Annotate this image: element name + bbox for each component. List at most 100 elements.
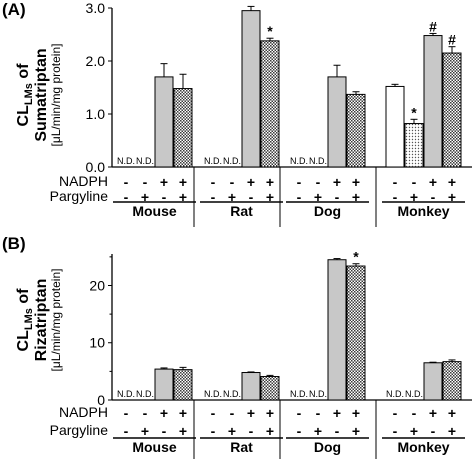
bar: [241, 372, 261, 401]
species-label: Mouse: [132, 203, 177, 219]
nadph-sign: -: [316, 174, 321, 190]
pargyline-sign: +: [410, 189, 418, 205]
nadph-sign: +: [333, 405, 341, 421]
pargyline-sign: -: [393, 189, 398, 205]
nadph-sign: -: [230, 405, 235, 421]
species-label: Rat: [230, 439, 253, 455]
bar: [423, 362, 443, 401]
pargyline-sign: +: [410, 423, 418, 439]
bar: [241, 10, 261, 168]
pargyline-sign: -: [335, 423, 340, 439]
panel-a-plot: 0.01.02.03.0N.D. N.D. N.D. N.D.*N.D. N.D.*##…: [50, 0, 472, 227]
nadph-sign: +: [333, 174, 341, 190]
nadph-sign: -: [393, 174, 398, 190]
panel-a-ylabel-drug: Sumatriptan: [33, 48, 50, 141]
pargyline-sign: -: [162, 423, 167, 439]
bar: [442, 361, 462, 401]
species-label: Monkey: [397, 439, 449, 455]
pargyline-sign: -: [393, 423, 398, 439]
nadph-sign: +: [179, 405, 187, 421]
nadph-sign: -: [297, 405, 302, 421]
significance-label: #: [448, 32, 456, 48]
significance-label: *: [353, 249, 359, 265]
bar: [260, 40, 280, 168]
nadph-sign: +: [160, 174, 168, 190]
nadph-sign: +: [448, 174, 456, 190]
pargyline-sign: -: [211, 189, 216, 205]
pargyline-sign: -: [297, 189, 302, 205]
row-label-pargyline: Pargyline: [50, 188, 109, 204]
nadph-sign: -: [393, 405, 398, 421]
pargyline-sign: +: [228, 189, 236, 205]
species-label: Mouse: [132, 439, 177, 455]
nadph-sign: +: [179, 174, 187, 190]
pargyline-sign: +: [179, 423, 187, 439]
bar: [385, 85, 405, 168]
nadph-sign: +: [352, 405, 360, 421]
nadph-sign: +: [247, 174, 255, 190]
pargyline-sign: +: [314, 189, 322, 205]
nd-label: N.D.: [204, 156, 222, 166]
row-label-nadph: NADPH: [59, 404, 108, 420]
panel-b-ylabel-of: of: [15, 288, 32, 308]
nd-label: N.D.: [290, 156, 308, 166]
nd-label: N.D.: [290, 389, 308, 399]
nd-label: N.D.: [386, 389, 404, 399]
nd-label: N.D.: [405, 389, 423, 399]
panel-a-ylabel-unit: [μL/min/mg protein]: [49, 44, 63, 147]
pargyline-sign: -: [335, 189, 340, 205]
species-label: Monkey: [397, 203, 449, 219]
nadph-sign: -: [211, 174, 216, 190]
row-label-nadph: NADPH: [59, 173, 108, 189]
nd-label: N.D.: [309, 156, 327, 166]
bar: [327, 76, 347, 168]
panel-a-label: (A): [2, 0, 26, 19]
nd-label: N.D.: [223, 156, 241, 166]
panel-b-ylabel-drug: Rizatriptan: [33, 279, 50, 362]
pargyline-sign: +: [448, 423, 456, 439]
panel-a: (A) CLLMs of Sumatriptan [μL/min/mg prot…: [2, 0, 472, 227]
bar: [154, 368, 174, 401]
svg-text:CLLMs of: CLLMs of: [15, 288, 35, 352]
nadph-sign: +: [160, 405, 168, 421]
nd-label: N.D.: [136, 389, 154, 399]
pargyline-sign: -: [249, 423, 254, 439]
significance-label: *: [411, 104, 417, 120]
panel-a-ylabel-of: of: [15, 63, 32, 83]
pargyline-sign: +: [448, 189, 456, 205]
bar: [346, 93, 366, 168]
pargyline-sign: +: [266, 189, 274, 205]
panel-a-y-title: CLLMs of Sumatriptan [μL/min/mg protein]: [15, 44, 63, 147]
bar: [404, 123, 424, 168]
bar: [346, 265, 366, 401]
panel-b-label: (B): [2, 234, 26, 253]
bar: [423, 35, 443, 168]
nd-label: N.D.: [117, 156, 135, 166]
nadph-sign: -: [230, 174, 235, 190]
nadph-sign: -: [211, 405, 216, 421]
bar: [173, 88, 193, 168]
pargyline-sign: +: [179, 189, 187, 205]
pargyline-sign: -: [249, 189, 254, 205]
species-label: Dog: [314, 439, 341, 455]
y-tick-label: 2.0: [86, 53, 106, 69]
bar: [173, 369, 193, 401]
pargyline-sign: +: [266, 423, 274, 439]
pargyline-sign: +: [228, 423, 236, 439]
nadph-sign: -: [297, 174, 302, 190]
nd-label: N.D.: [117, 389, 135, 399]
pargyline-sign: -: [124, 423, 129, 439]
pargyline-sign: +: [352, 189, 360, 205]
y-tick-label: 1.0: [86, 106, 106, 122]
bar: [442, 52, 462, 168]
panel-b-y-title: CLLMs of Rizatriptan [μL/min/mg protein]: [15, 269, 63, 372]
pargyline-sign: -: [431, 189, 436, 205]
nadph-sign: -: [124, 405, 129, 421]
bar: [327, 259, 347, 401]
significance-label: #: [429, 18, 437, 34]
nadph-sign: -: [143, 174, 148, 190]
nadph-sign: -: [124, 174, 129, 190]
nadph-sign: +: [448, 405, 456, 421]
y-tick-label: 0.0: [86, 159, 106, 175]
